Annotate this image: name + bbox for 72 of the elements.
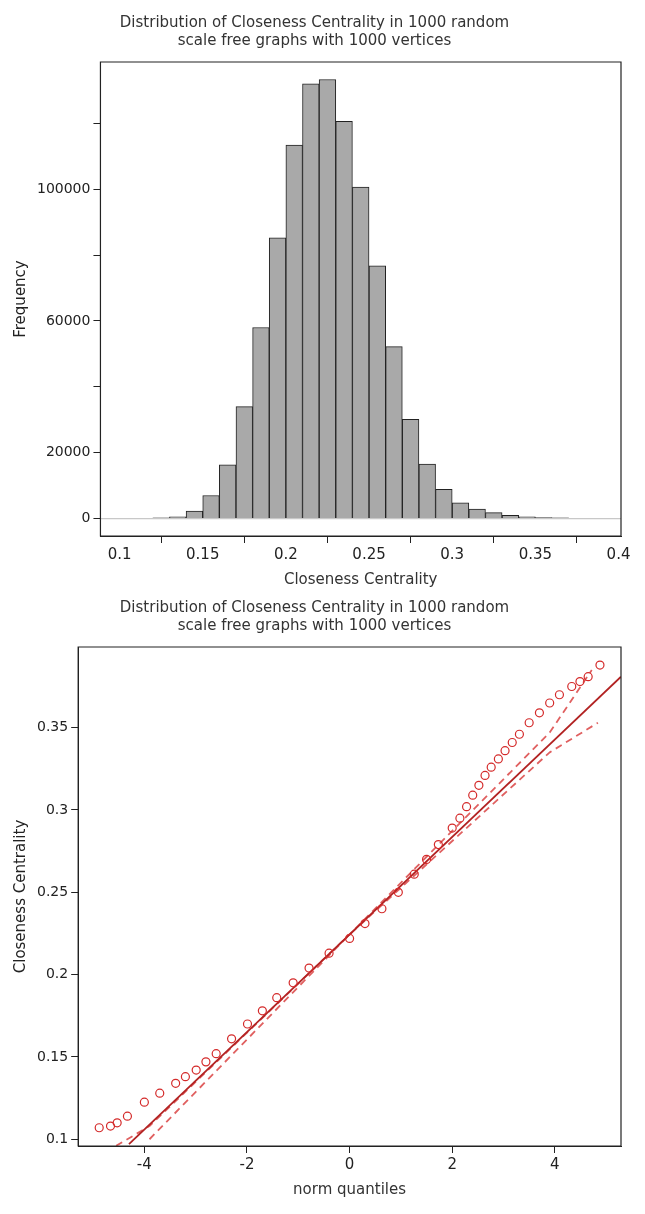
point bbox=[455, 813, 465, 823]
y-tick-label: 20000 bbox=[45, 443, 91, 460]
chart-title: Distribution of Closeness Centrality in 1000 random scale free graphs with 1000 vertices bbox=[119, 597, 510, 634]
point bbox=[567, 681, 577, 692]
x-tick-label: 4 bbox=[550, 1154, 560, 1173]
x-tick-label: -4 bbox=[136, 1154, 152, 1173]
point bbox=[524, 718, 534, 728]
point bbox=[112, 1118, 122, 1128]
point bbox=[433, 839, 443, 850]
point bbox=[211, 1049, 221, 1059]
x-tick-label: 2 bbox=[447, 1154, 457, 1173]
x-tick-label: 0.35 bbox=[518, 544, 553, 563]
point bbox=[155, 1088, 165, 1098]
point bbox=[447, 823, 457, 833]
y-axis-title: Frequency bbox=[10, 260, 29, 338]
x-tick-label: -2 bbox=[239, 1154, 255, 1173]
point bbox=[493, 754, 503, 764]
x-tick-label: 0.15 bbox=[186, 544, 220, 563]
point bbox=[257, 1006, 267, 1016]
x-axis-title: Closeness Centrality bbox=[283, 569, 438, 588]
x-axis-title: norm quantiles bbox=[293, 1179, 407, 1198]
x-tick-label: 0.25 bbox=[352, 544, 386, 563]
point bbox=[409, 869, 419, 879]
point bbox=[272, 993, 282, 1003]
point bbox=[468, 790, 478, 800]
point bbox=[507, 737, 517, 748]
point bbox=[595, 660, 605, 670]
point bbox=[105, 1121, 116, 1131]
point bbox=[201, 1057, 211, 1067]
point bbox=[139, 1097, 149, 1107]
y-tick-label: 0 bbox=[81, 509, 91, 526]
point bbox=[500, 746, 510, 756]
y-tick-label: 0.2 bbox=[45, 965, 69, 982]
point bbox=[393, 887, 403, 897]
point bbox=[171, 1078, 181, 1088]
point bbox=[534, 708, 545, 718]
point bbox=[486, 762, 496, 772]
x-tick-label: 0.1 bbox=[107, 544, 132, 563]
x-tick-label: 0 bbox=[344, 1154, 355, 1173]
point bbox=[514, 729, 525, 739]
chart-title: Distribution of Closeness Centrality in 1000 random scale free graphs with 1000 vertices bbox=[119, 12, 510, 49]
point bbox=[480, 770, 490, 781]
point bbox=[94, 1123, 104, 1133]
x-tick-label: 0.2 bbox=[273, 544, 298, 563]
point bbox=[474, 780, 484, 790]
point bbox=[288, 978, 298, 988]
point bbox=[324, 948, 334, 958]
y-axis-title: Closeness Centrality bbox=[10, 819, 29, 974]
point bbox=[575, 676, 585, 687]
y-tick-label: 0.25 bbox=[37, 882, 69, 899]
y-tick-label: 60000 bbox=[45, 311, 91, 328]
x-tick-label: 0.3 bbox=[440, 544, 465, 563]
point bbox=[344, 933, 355, 943]
point bbox=[421, 854, 432, 864]
y-tick-label: 0.1 bbox=[45, 1129, 69, 1146]
y-tick-label: 0.15 bbox=[37, 1047, 69, 1064]
point bbox=[360, 918, 370, 929]
point bbox=[242, 1019, 253, 1029]
y-tick-label: 100000 bbox=[36, 179, 91, 196]
point bbox=[226, 1034, 237, 1044]
point bbox=[180, 1072, 190, 1082]
point bbox=[545, 698, 555, 708]
point bbox=[377, 904, 387, 914]
point bbox=[461, 802, 472, 812]
point bbox=[191, 1065, 201, 1075]
point bbox=[554, 690, 565, 700]
point bbox=[122, 1111, 133, 1121]
x-tick-label: 0.4 bbox=[606, 544, 631, 563]
point bbox=[304, 963, 314, 973]
point bbox=[583, 672, 593, 682]
y-tick-label: 0.3 bbox=[45, 800, 69, 817]
y-tick-label: 0.35 bbox=[37, 718, 69, 735]
